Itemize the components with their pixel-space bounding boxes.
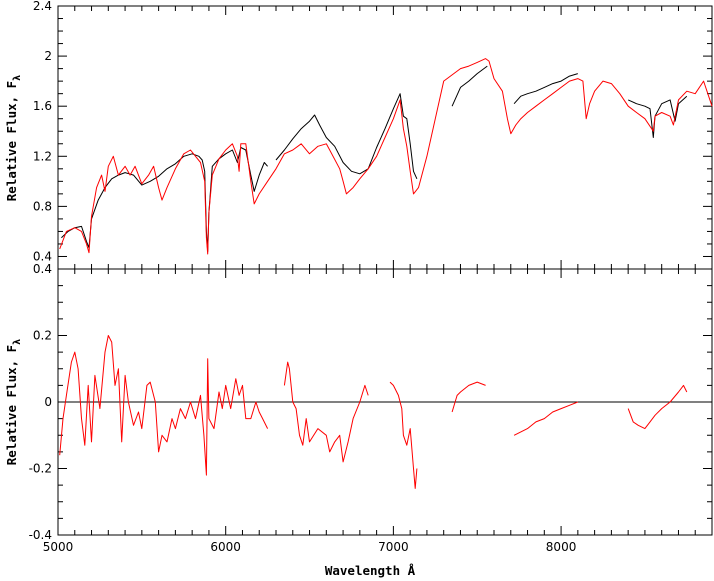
y-tick-label: 0.8	[33, 199, 52, 213]
y-tick-label: 1.2	[33, 149, 52, 163]
bottom-panel-series	[59, 335, 688, 489]
bottom-panel-residuals: -0.4 -0.2 0 0.2 0.4 5000 6000 7000 8000 Relative…	[4, 262, 713, 578]
y-tick-label: 2.4	[33, 0, 52, 13]
top-panel-flux-spectrum: 0.4 0.8 1.2 1.6 2 2.4 Relative Flux, Fλ	[4, 0, 713, 270]
black-spectrum-segment	[513, 73, 578, 105]
red-spectrum-segment	[59, 335, 269, 476]
top-panel-tick-labels: 0.4 0.8 1.2 1.6 2 2.4	[33, 0, 52, 263]
x-tick-label: 6000	[210, 540, 241, 554]
bottom-panel-tick-labels: -0.4 -0.2 0 0.2 0.4 5000 6000 7000 8000	[29, 262, 577, 554]
red-spectrum-segment	[627, 384, 688, 430]
black-spectrum-segment	[61, 147, 268, 252]
y-tick-label: 2	[44, 49, 52, 63]
y-tick-label: -0.2	[29, 462, 52, 476]
red-spectrum-segment	[389, 381, 418, 489]
x-tick-label: 5000	[43, 540, 74, 554]
x-tick-label: 7000	[378, 540, 409, 554]
y-tick-label: 1.6	[33, 99, 52, 113]
top-y-axis-title: Relative Flux, Fλ	[4, 75, 23, 201]
black-spectrum-segment	[275, 93, 418, 180]
red-spectrum-segment	[513, 401, 578, 436]
bottom-panel-ticks	[57, 268, 713, 536]
x-tick-label: 8000	[546, 540, 577, 554]
red-spectrum-segment	[283, 361, 369, 463]
y-tick-label: 0	[44, 395, 52, 409]
bottom-y-axis-title: Relative Flux, Fλ	[4, 339, 23, 465]
y-tick-label: 0.4	[33, 249, 52, 263]
y-tick-label: -0.4	[29, 528, 52, 542]
y-tick-label: 0.2	[33, 329, 52, 343]
x-axis-title: Wavelength Å	[325, 563, 416, 578]
red-spectrum-segment	[59, 58, 713, 255]
top-panel-series	[59, 58, 713, 255]
black-spectrum-segment	[451, 65, 488, 107]
top-panel-ticks	[57, 5, 713, 270]
y-tick-label: 0.4	[33, 262, 52, 276]
red-spectrum-segment	[451, 381, 486, 413]
